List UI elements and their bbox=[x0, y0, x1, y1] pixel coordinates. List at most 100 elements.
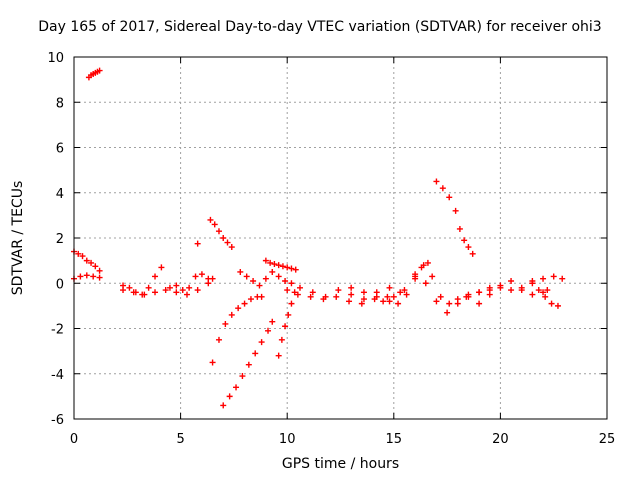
data-point bbox=[554, 302, 561, 309]
series-arc-8 bbox=[194, 240, 201, 247]
y-tick-label: 8 bbox=[56, 96, 64, 111]
data-point bbox=[222, 320, 229, 327]
data-point bbox=[433, 178, 440, 185]
x-tick-label: 20 bbox=[492, 432, 509, 447]
data-point bbox=[256, 282, 263, 289]
series-arc-12 bbox=[262, 257, 299, 273]
y-axis-label: SDTVAR / TECUs bbox=[10, 180, 26, 296]
data-point bbox=[96, 267, 103, 274]
data-point bbox=[269, 268, 276, 275]
grid-lines bbox=[74, 57, 607, 419]
data-point bbox=[275, 262, 282, 269]
data-point bbox=[291, 289, 298, 296]
data-point bbox=[497, 284, 504, 291]
data-point bbox=[292, 266, 299, 273]
data-point bbox=[550, 273, 557, 280]
data-point bbox=[126, 284, 133, 291]
data-point bbox=[245, 361, 252, 368]
data-point bbox=[422, 280, 429, 287]
series-arc-10 bbox=[220, 318, 276, 409]
series-arc-11 bbox=[237, 268, 295, 289]
data-point bbox=[320, 296, 327, 303]
data-point bbox=[228, 311, 235, 318]
data-points bbox=[71, 67, 566, 409]
data-point bbox=[258, 293, 265, 300]
data-point bbox=[429, 273, 436, 280]
data-point bbox=[535, 287, 542, 294]
data-point bbox=[83, 257, 90, 264]
data-point bbox=[250, 277, 257, 284]
data-point bbox=[158, 264, 165, 271]
data-point bbox=[220, 235, 227, 241]
y-tick-label: -4 bbox=[51, 368, 64, 383]
series-arc-22 bbox=[529, 277, 561, 309]
data-point bbox=[275, 352, 282, 359]
data-point bbox=[183, 291, 190, 298]
data-point bbox=[508, 277, 515, 284]
chart-title: Day 165 of 2017, Sidereal Day-to-day VTE… bbox=[38, 19, 602, 35]
data-point bbox=[446, 300, 453, 307]
data-point bbox=[145, 284, 152, 291]
y-tick-label: 6 bbox=[56, 142, 64, 157]
data-point bbox=[224, 239, 231, 246]
series-arc-14 bbox=[284, 284, 404, 303]
data-point bbox=[456, 225, 463, 232]
data-point bbox=[239, 373, 246, 380]
y-tick-label: -2 bbox=[51, 323, 64, 338]
data-point bbox=[192, 273, 199, 280]
x-tick-label: 10 bbox=[279, 432, 296, 447]
data-point bbox=[243, 273, 250, 280]
data-point bbox=[294, 291, 301, 298]
x-tick-label: 25 bbox=[599, 432, 616, 447]
series-arc-21 bbox=[476, 277, 551, 307]
data-point bbox=[386, 284, 393, 291]
data-point bbox=[360, 296, 367, 303]
data-point bbox=[83, 272, 90, 279]
data-point bbox=[215, 228, 222, 235]
series-arc-9 bbox=[209, 293, 265, 366]
data-point bbox=[233, 384, 240, 391]
data-point bbox=[544, 287, 551, 294]
data-point bbox=[228, 244, 235, 251]
data-point bbox=[346, 298, 353, 305]
data-point bbox=[284, 264, 291, 271]
data-point bbox=[529, 277, 536, 284]
data-point bbox=[252, 350, 259, 357]
series-arc-15 bbox=[294, 291, 391, 307]
data-point bbox=[279, 263, 286, 270]
data-point bbox=[476, 289, 483, 296]
data-point bbox=[152, 289, 159, 296]
data-point bbox=[262, 257, 269, 264]
data-point bbox=[476, 300, 483, 307]
data-point bbox=[220, 402, 227, 409]
data-point bbox=[162, 287, 169, 294]
data-point bbox=[265, 327, 272, 334]
data-point bbox=[237, 268, 244, 275]
data-point bbox=[211, 221, 218, 228]
data-point bbox=[198, 271, 205, 278]
data-point bbox=[486, 291, 493, 298]
data-point bbox=[241, 300, 248, 307]
data-point bbox=[542, 293, 549, 300]
x-axis-label: GPS time / hours bbox=[281, 456, 400, 472]
data-point bbox=[205, 275, 212, 282]
data-point bbox=[348, 291, 355, 298]
data-point bbox=[284, 287, 291, 294]
data-point bbox=[384, 293, 391, 300]
data-point bbox=[390, 293, 397, 300]
data-point bbox=[424, 259, 431, 266]
data-point bbox=[194, 240, 201, 247]
data-point bbox=[75, 250, 82, 257]
data-point bbox=[360, 289, 367, 296]
data-point bbox=[529, 291, 536, 298]
data-point bbox=[209, 359, 216, 366]
series-arc-3 bbox=[71, 272, 103, 282]
data-point bbox=[465, 293, 472, 300]
data-point bbox=[120, 287, 127, 294]
data-point bbox=[307, 293, 314, 300]
data-point bbox=[96, 67, 103, 74]
data-point bbox=[288, 300, 295, 307]
data-point bbox=[88, 259, 95, 266]
data-point bbox=[186, 284, 193, 291]
x-tick-label: 0 bbox=[70, 432, 78, 447]
